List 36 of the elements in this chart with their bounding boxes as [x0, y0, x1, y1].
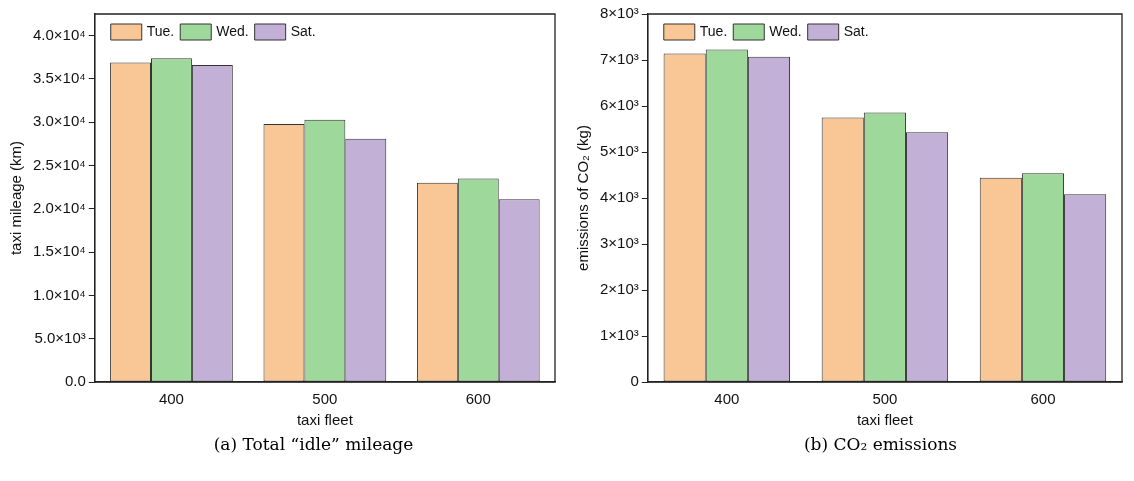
y-tick-label: 5.0×10³ [34, 328, 86, 346]
y-tick-label: 4×10³ [599, 188, 639, 206]
text: (b) CO₂ emissions [802, 434, 959, 454]
y-axis-title: taxi mileage (km) [7, 140, 25, 256]
y-tick-label: 2×10³ [599, 280, 639, 298]
legend-label: Tue. [699, 22, 728, 39]
x-tick-label: 500 [872, 390, 898, 408]
legend-label: Sat. [843, 22, 869, 39]
x-tick-label: 600 [465, 390, 491, 408]
legend-label: Wed. [769, 22, 802, 39]
y-tick-label: 5×10³ [599, 142, 639, 160]
y-tick-label: 0.0 [64, 372, 86, 390]
y-axis-title: emissions of CO₂ (kg) [574, 125, 592, 271]
text: (a) Total “idle” mileage [212, 434, 415, 454]
x-tick-label: 600 [1030, 390, 1056, 408]
y-tick-label: 1×10³ [599, 326, 639, 344]
y-tick-label: 6×10³ [599, 96, 639, 114]
y-tick-label: 4.0×10⁴ [32, 25, 86, 43]
y-tick-label: 1.0×10⁴ [32, 285, 86, 303]
y-tick-label: 0 [630, 372, 639, 390]
x-tick-label: 400 [158, 390, 184, 408]
x-axis-title: taxi fleet [856, 411, 914, 429]
legend-label: Wed. [216, 22, 249, 39]
y-tick-label: 1.5×10⁴ [32, 242, 86, 260]
x-axis-title: taxi fleet [296, 411, 354, 429]
legend-label: Tue. [146, 22, 175, 39]
x-tick-label: 500 [312, 390, 338, 408]
y-tick-label: 2.0×10⁴ [32, 198, 86, 216]
legend-label: Sat. [290, 22, 316, 39]
x-tick-label: 400 [714, 390, 740, 408]
y-tick-label: 8×10³ [599, 4, 639, 22]
y-tick-label: 3×10³ [599, 234, 639, 252]
y-tick-label: 2.5×10⁴ [32, 155, 86, 173]
y-tick-label: 3.0×10⁴ [32, 112, 86, 130]
y-tick-label: 3.5×10⁴ [32, 69, 86, 87]
y-tick-label: 7×10³ [599, 50, 639, 68]
